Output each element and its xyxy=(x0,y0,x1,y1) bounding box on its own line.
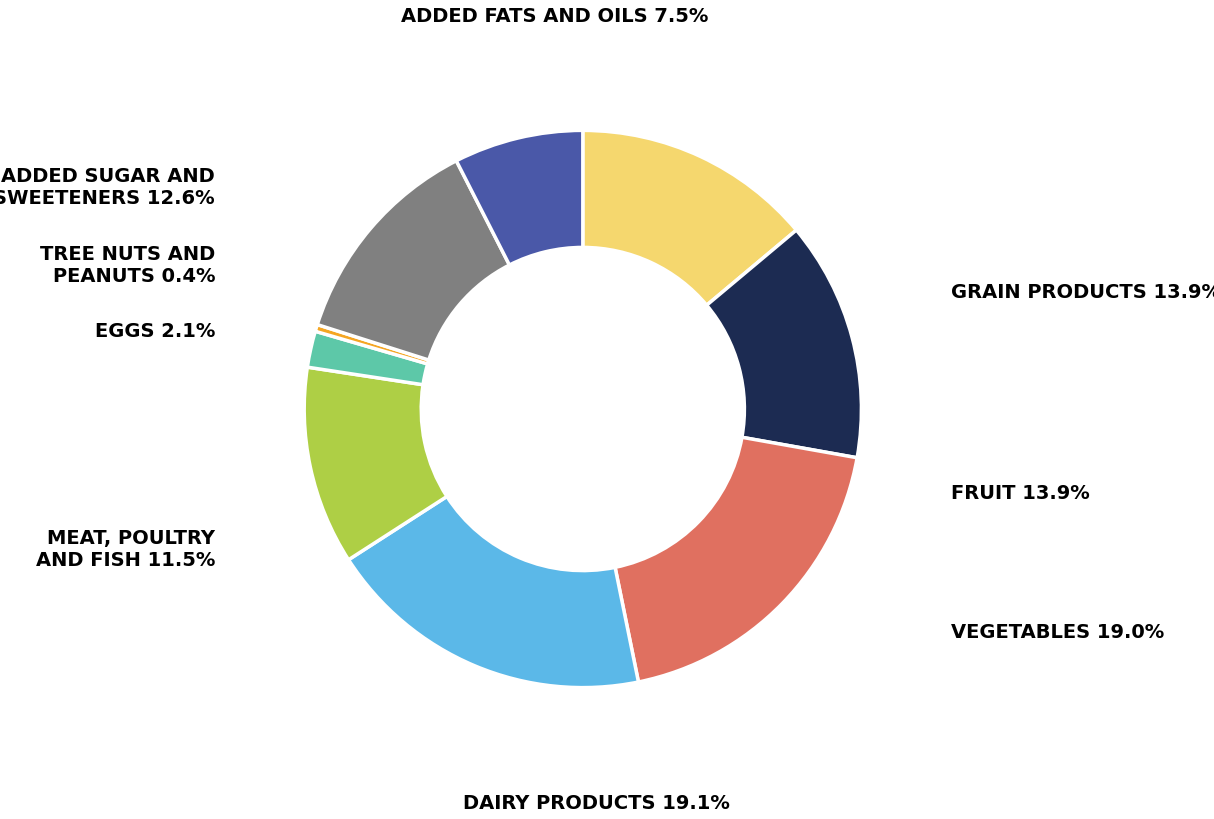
Wedge shape xyxy=(583,131,796,305)
Wedge shape xyxy=(316,325,429,364)
Wedge shape xyxy=(317,161,510,360)
Text: ADDED FATS AND OILS 7.5%: ADDED FATS AND OILS 7.5% xyxy=(402,7,709,25)
Text: VEGETABLES 19.0%: VEGETABLES 19.0% xyxy=(951,622,1164,641)
Wedge shape xyxy=(307,332,427,385)
Wedge shape xyxy=(707,231,862,458)
Text: MEAT, POULTRY
AND FISH 11.5%: MEAT, POULTRY AND FISH 11.5% xyxy=(35,528,215,569)
Text: ADDED SUGAR AND
SWEETENERS 12.6%: ADDED SUGAR AND SWEETENERS 12.6% xyxy=(0,166,215,207)
Wedge shape xyxy=(348,497,639,688)
Text: EGGS 2.1%: EGGS 2.1% xyxy=(95,322,215,341)
Wedge shape xyxy=(615,437,857,682)
Text: GRAIN PRODUCTS 13.9%: GRAIN PRODUCTS 13.9% xyxy=(951,283,1214,302)
Text: TREE NUTS AND
PEANUTS 0.4%: TREE NUTS AND PEANUTS 0.4% xyxy=(40,244,215,285)
Wedge shape xyxy=(456,131,583,265)
Text: FRUIT 13.9%: FRUIT 13.9% xyxy=(951,483,1089,503)
Text: DAIRY PRODUCTS 19.1%: DAIRY PRODUCTS 19.1% xyxy=(464,794,730,812)
Wedge shape xyxy=(305,368,447,560)
